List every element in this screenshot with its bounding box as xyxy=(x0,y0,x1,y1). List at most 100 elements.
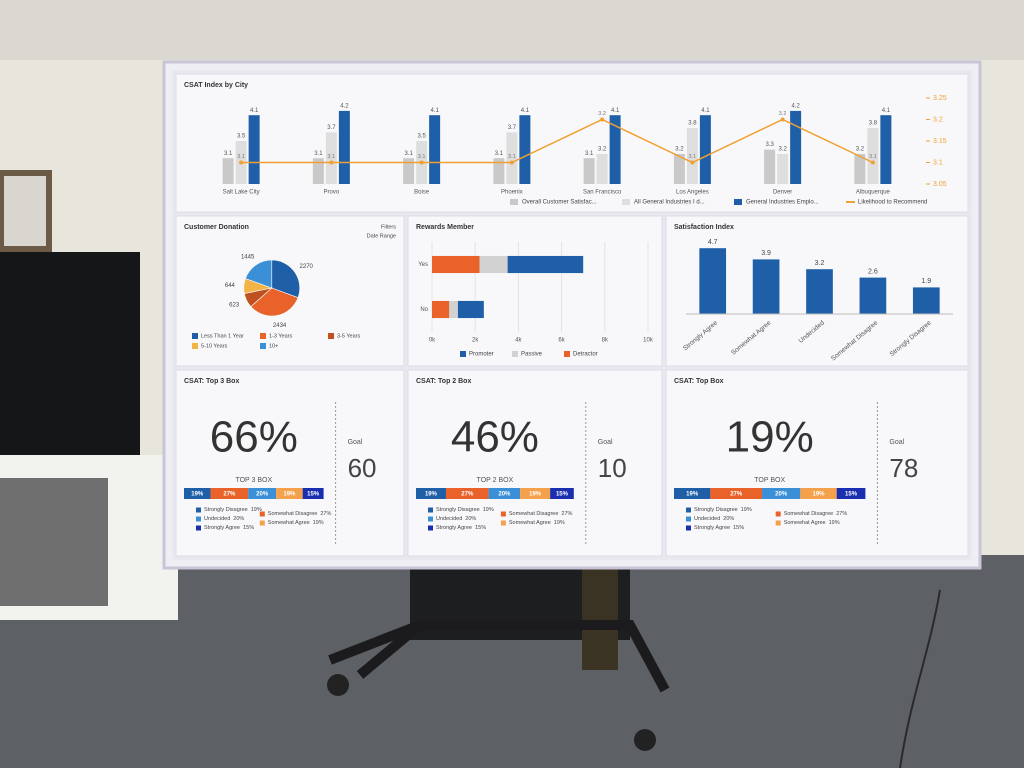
x-tick-label: Boise xyxy=(414,190,430,196)
bar-segment xyxy=(507,255,584,274)
bar xyxy=(854,153,866,184)
goal-label: Goal xyxy=(889,439,904,446)
line-label: 3.1 xyxy=(869,154,877,160)
kpi-value: 66% xyxy=(210,413,298,462)
legend-label: Somewhat Disagree 27% xyxy=(509,511,573,517)
data-label: 3.1 xyxy=(224,151,233,157)
data-label: 3.2 xyxy=(778,146,787,152)
panel-bg xyxy=(407,369,663,557)
legend-label: Likelihood to Recommend xyxy=(858,200,927,206)
bar xyxy=(248,115,260,184)
kpi-value: 46% xyxy=(451,413,539,462)
kpi-value: 19% xyxy=(726,413,814,462)
panel-title: CSAT Index by City xyxy=(184,82,248,89)
slice-label: 644 xyxy=(225,283,236,289)
legend-label: Less Than 1 Year xyxy=(201,333,244,339)
segment-label: 27% xyxy=(223,492,236,498)
y-tick-label: No xyxy=(420,307,428,313)
bar-segment xyxy=(248,488,277,499)
bar-segment xyxy=(449,300,458,319)
legend-value: 19% xyxy=(251,507,262,513)
stand-base xyxy=(328,620,670,693)
x-tick-label: 6k xyxy=(558,338,565,344)
line-point xyxy=(329,160,334,165)
slice-label: 1445 xyxy=(241,254,255,260)
y-tick-label: Yes xyxy=(418,262,428,268)
goal-value: 60 xyxy=(348,453,377,483)
panel-bg xyxy=(665,369,969,557)
data-label: 4.1 xyxy=(250,108,259,114)
bar xyxy=(222,158,234,184)
legend-label: Somewhat Agree 19% xyxy=(268,520,324,526)
legend-value: 19% xyxy=(313,520,324,526)
line-label: 3.1 xyxy=(237,154,245,160)
bar-segment xyxy=(457,300,484,319)
legend-name: Somewhat Agree xyxy=(784,520,826,526)
legend-value: 19% xyxy=(483,507,494,513)
kpi-caption: TOP 2 BOX xyxy=(477,477,514,484)
legend-label: Strongly Disagree 19% xyxy=(694,507,752,513)
panel-bg xyxy=(175,369,405,557)
x-tick-label: Phoenix xyxy=(501,190,523,196)
data-label: 4.1 xyxy=(521,108,530,114)
line-point xyxy=(509,160,514,165)
data-label: 3.7 xyxy=(327,125,336,131)
legend-swatch xyxy=(259,511,265,517)
y2-tick-label: 3.05 xyxy=(933,181,947,188)
legend-label: Somewhat Agree 19% xyxy=(784,520,840,526)
filter-label[interactable]: Filters xyxy=(381,224,396,230)
legend-value: 15% xyxy=(475,525,486,531)
bar xyxy=(325,132,337,184)
x-tick-label: Salt Lake City xyxy=(223,190,260,196)
legend-name: Somewhat Agree xyxy=(509,520,551,526)
legend-label: Strongly Agree 15% xyxy=(204,525,254,531)
legend-swatch xyxy=(428,516,433,522)
bar xyxy=(777,153,789,184)
legend-label: Undecided 20% xyxy=(694,516,734,522)
data-label: 3.7 xyxy=(508,125,517,131)
legend-swatch xyxy=(260,343,266,349)
filter-label[interactable]: Date Range xyxy=(367,233,396,239)
legend-label: Detractor xyxy=(573,352,598,358)
data-label: 3.9 xyxy=(761,250,771,257)
legend-label: Overall Customer Satisfac... xyxy=(522,200,597,206)
legend-label: Strongly Agree 15% xyxy=(436,525,486,531)
panel-title: Customer Donation xyxy=(184,224,249,231)
ceiling xyxy=(0,0,1024,60)
bar xyxy=(790,110,802,184)
legend-name: Strongly Agree xyxy=(436,525,472,531)
bar-segment xyxy=(479,255,508,274)
x-tick-label: 4k xyxy=(515,338,522,344)
bar-segment xyxy=(302,488,324,499)
pie-slice xyxy=(250,287,299,317)
legend-label: 3-5 Years xyxy=(337,333,360,339)
legend-value: 15% xyxy=(243,525,254,531)
legend-swatch xyxy=(734,199,742,205)
data-label: 3.5 xyxy=(237,134,246,140)
legend-value: 20% xyxy=(465,516,476,522)
panel: Customer Donation 2270 2434 623 644 1445 Less … xyxy=(175,215,405,367)
legend-label: Strongly Disagree 19% xyxy=(436,507,494,513)
x-tick-label: 2k xyxy=(472,338,479,344)
legend-swatch xyxy=(196,516,201,522)
legend-name: Somewhat Agree xyxy=(268,520,310,526)
line-label: 3.1 xyxy=(328,154,336,160)
legend-swatch xyxy=(512,351,518,357)
wheel xyxy=(327,674,349,696)
line-point xyxy=(600,117,605,122)
panel: CSAT Index by City Salt Lake City Provo Boi… xyxy=(175,73,969,213)
panel: Rewards Member 0k 2k 4k 6k 8k 10k Yes No Promoter… xyxy=(407,215,663,367)
picture xyxy=(4,176,46,246)
bar-segment xyxy=(184,488,211,499)
y2-tick-label: 3.25 xyxy=(933,95,947,102)
panel-bg xyxy=(407,215,663,367)
legend-swatch xyxy=(775,511,781,517)
goal-label: Goal xyxy=(348,439,363,446)
pie-slice xyxy=(245,259,273,289)
legend-label: Promoter xyxy=(469,352,494,358)
segment-label: 15% xyxy=(307,492,320,498)
data-label: 3.1 xyxy=(585,151,594,157)
bar xyxy=(338,110,350,184)
